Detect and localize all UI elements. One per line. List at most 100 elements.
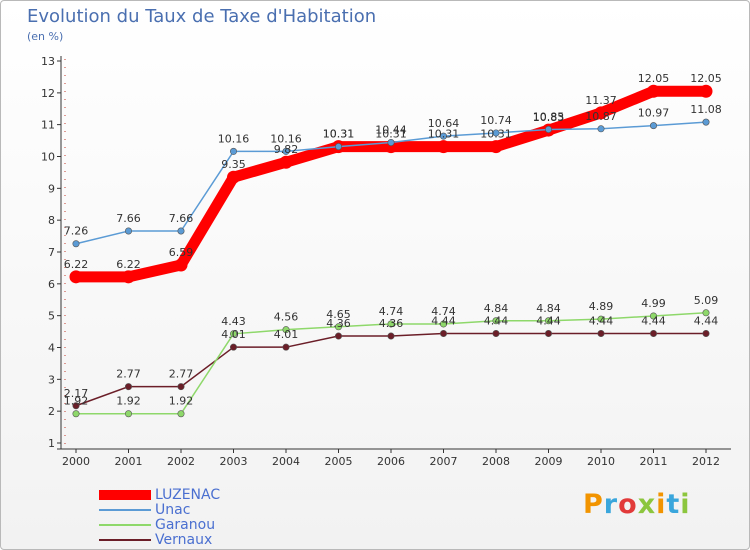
data-label-vernaux: 4.44 xyxy=(536,314,561,327)
data-point-vernaux xyxy=(649,329,657,337)
data-point-garanou xyxy=(439,320,447,328)
x-tick-label: 2004 xyxy=(272,455,300,468)
data-label-garanou: 4.74 xyxy=(379,305,404,318)
x-tick-label: 2003 xyxy=(220,455,248,468)
data-label-garanou: 4.84 xyxy=(536,302,561,315)
data-point-garanou xyxy=(282,326,290,334)
data-label-vernaux: 2.17 xyxy=(64,387,89,400)
data-label-garanou: 1.92 xyxy=(64,395,89,408)
x-tick-label: 2012 xyxy=(692,455,720,468)
data-label-luzenac: 12.05 xyxy=(638,72,670,85)
data-label-unac: 11.08 xyxy=(690,103,722,116)
data-label-unac: 10.85 xyxy=(533,110,565,123)
data-label-garanou: 4.74 xyxy=(431,305,456,318)
x-tick-label: 2006 xyxy=(377,455,405,468)
data-label-vernaux: 4.44 xyxy=(484,314,509,327)
data-label-unac: 10.16 xyxy=(218,132,250,145)
data-label-unac: 10.16 xyxy=(270,132,302,145)
x-tick-label: 2001 xyxy=(115,455,143,468)
data-label-vernaux: 2.77 xyxy=(116,368,141,381)
data-label-luzenac: 12.05 xyxy=(690,72,722,85)
data-label-vernaux: 4.01 xyxy=(274,328,299,341)
chart-title: Evolution du Taux de Taxe d'Habitation xyxy=(27,6,377,27)
data-point-unac xyxy=(702,118,710,126)
logo-letter: i xyxy=(680,489,691,520)
data-label-unac: 10.74 xyxy=(480,114,512,127)
data-point-garanou xyxy=(72,410,80,418)
legend-item-garanou[interactable]: Garanou xyxy=(99,516,220,533)
data-label-luzenac: 9.35 xyxy=(221,158,246,171)
data-label-luzenac: 9.82 xyxy=(274,143,299,156)
data-point-garanou xyxy=(230,330,238,338)
logo-letter: r xyxy=(603,489,619,520)
data-point-vernaux xyxy=(282,343,290,351)
data-point-luzenac xyxy=(699,84,713,98)
logo-letter: x xyxy=(637,489,657,520)
legend: LUZENAC Unac Garanou Vernaux xyxy=(99,486,221,548)
logo-letter: i xyxy=(656,489,667,520)
data-label-luzenac: 10.31 xyxy=(428,128,460,141)
data-label-vernaux: 4.44 xyxy=(589,314,614,327)
y-tick-label: 2 xyxy=(48,405,55,418)
data-label-vernaux: 4.36 xyxy=(326,317,351,330)
data-point-unac xyxy=(439,132,447,140)
data-label-garanou: 4.65 xyxy=(326,308,351,321)
data-label-luzenac: 10.83 xyxy=(533,111,565,124)
data-point-garanou xyxy=(702,309,710,317)
data-point-unac xyxy=(649,122,657,130)
data-point-luzenac xyxy=(174,258,188,272)
legend-item-vernaux[interactable]: Vernaux xyxy=(99,531,220,548)
y-tick-label: 5 xyxy=(48,310,55,323)
legend-item-unac[interactable]: Unac xyxy=(99,501,220,518)
y-tick-label: 1 xyxy=(48,437,55,450)
y-tick-label: 10 xyxy=(41,151,55,164)
data-point-garanou xyxy=(649,312,657,320)
y-tick-label: 7 xyxy=(48,246,55,259)
y-tick-label: 3 xyxy=(48,373,55,386)
data-point-garanou xyxy=(334,323,342,331)
data-label-unac: 10.97 xyxy=(638,107,670,120)
legend-item-luzenac[interactable]: LUZENAC xyxy=(99,486,221,503)
y-tick-label: 13 xyxy=(41,55,55,68)
logo-letter: t xyxy=(666,489,681,520)
data-label-garanou: 4.89 xyxy=(589,300,614,313)
data-label-unac: 7.66 xyxy=(169,212,194,225)
data-point-luzenac xyxy=(279,155,293,169)
data-point-garanou xyxy=(125,410,133,418)
x-tick-label: 2007 xyxy=(430,455,458,468)
x-tick-label: 2009 xyxy=(535,455,563,468)
x-tick-label: 2010 xyxy=(587,455,615,468)
data-point-unac xyxy=(125,227,133,235)
data-label-garanou: 5.09 xyxy=(694,294,719,307)
data-point-garanou xyxy=(597,315,605,323)
y-tick-label: 12 xyxy=(41,87,55,100)
data-point-unac xyxy=(230,147,238,155)
data-label-garanou: 4.56 xyxy=(274,311,299,324)
data-label-luzenac: 11.37 xyxy=(585,94,617,107)
legend-swatch-luzenac xyxy=(99,489,151,500)
data-label-luzenac: 6.22 xyxy=(116,258,141,271)
data-point-garanou xyxy=(387,320,395,328)
logo-letter: o xyxy=(618,489,638,520)
data-point-vernaux xyxy=(177,383,185,391)
legend-label-vernaux: Vernaux xyxy=(155,531,213,548)
data-point-vernaux xyxy=(387,332,395,340)
legend-label-garanou: Garanou xyxy=(155,516,216,533)
data-point-luzenac xyxy=(437,140,450,154)
data-point-vernaux xyxy=(230,343,238,351)
data-label-vernaux: 4.44 xyxy=(694,314,719,327)
legend-label-unac: Unac xyxy=(155,501,191,518)
data-label-vernaux: 4.44 xyxy=(641,314,666,327)
data-point-garanou xyxy=(544,317,552,325)
x-tick-label: 2011 xyxy=(640,455,668,468)
data-label-unac: 10.31 xyxy=(323,128,355,141)
chart-unit: (en %) xyxy=(27,30,64,43)
data-label-vernaux: 4.01 xyxy=(221,328,246,341)
x-tick-label: 2002 xyxy=(167,455,195,468)
data-point-vernaux xyxy=(72,402,80,410)
data-point-luzenac xyxy=(227,170,240,184)
data-label-garanou: 4.99 xyxy=(641,297,666,310)
legend-label-luzenac: LUZENAC xyxy=(155,486,221,503)
data-point-unac xyxy=(597,125,605,133)
data-point-luzenac xyxy=(69,270,83,284)
